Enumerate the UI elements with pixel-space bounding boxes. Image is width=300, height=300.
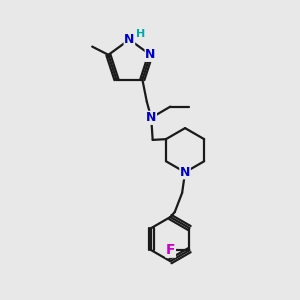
Text: N: N	[124, 33, 135, 46]
Text: F: F	[166, 243, 175, 257]
Text: H: H	[136, 29, 145, 39]
Text: N: N	[180, 166, 190, 179]
Text: N: N	[145, 48, 156, 61]
Text: N: N	[146, 111, 156, 124]
